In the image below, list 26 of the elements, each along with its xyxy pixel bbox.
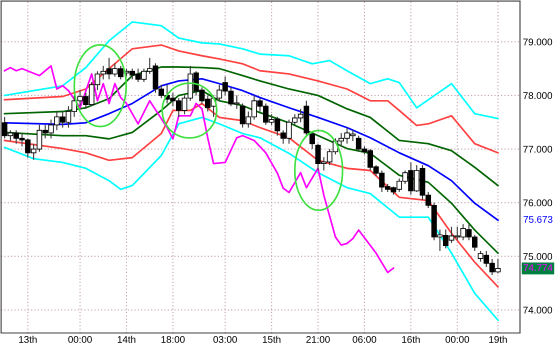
x-tick-label: 15th xyxy=(262,336,280,343)
x-tick-label: 00:00 xyxy=(446,336,470,343)
candlestick xyxy=(309,132,315,150)
y-tick-label: 76.000 xyxy=(523,199,552,206)
line-series xyxy=(4,66,499,186)
text: 74.774 xyxy=(524,264,553,271)
line-series xyxy=(4,65,394,274)
line-series xyxy=(4,44,499,154)
text: 75.673 xyxy=(524,216,552,223)
line-series xyxy=(4,21,499,120)
x-tick-label: 14th xyxy=(118,336,136,343)
y-tick-label: 78.000 xyxy=(523,92,552,100)
y-tick-label: 77.000 xyxy=(523,146,552,153)
x-tick-label: 03:00 xyxy=(213,336,237,343)
x-tick-label: 00:00 xyxy=(68,336,92,343)
y-tick-label: 74.000 xyxy=(523,306,552,314)
y-tick-label: 75.000 xyxy=(523,253,552,260)
x-tick-label: 21:00 xyxy=(306,336,330,343)
x-tick-label: 06:00 xyxy=(352,336,376,343)
x-tick-label: 18:00 xyxy=(161,336,185,343)
y-tick-label: 79.000 xyxy=(523,38,552,46)
x-tick-label: 19th xyxy=(489,336,507,343)
x-tick-label: 13th xyxy=(19,336,37,343)
line-series xyxy=(4,116,499,321)
line-series xyxy=(4,102,499,288)
x-tick-label: 16th xyxy=(402,336,420,343)
